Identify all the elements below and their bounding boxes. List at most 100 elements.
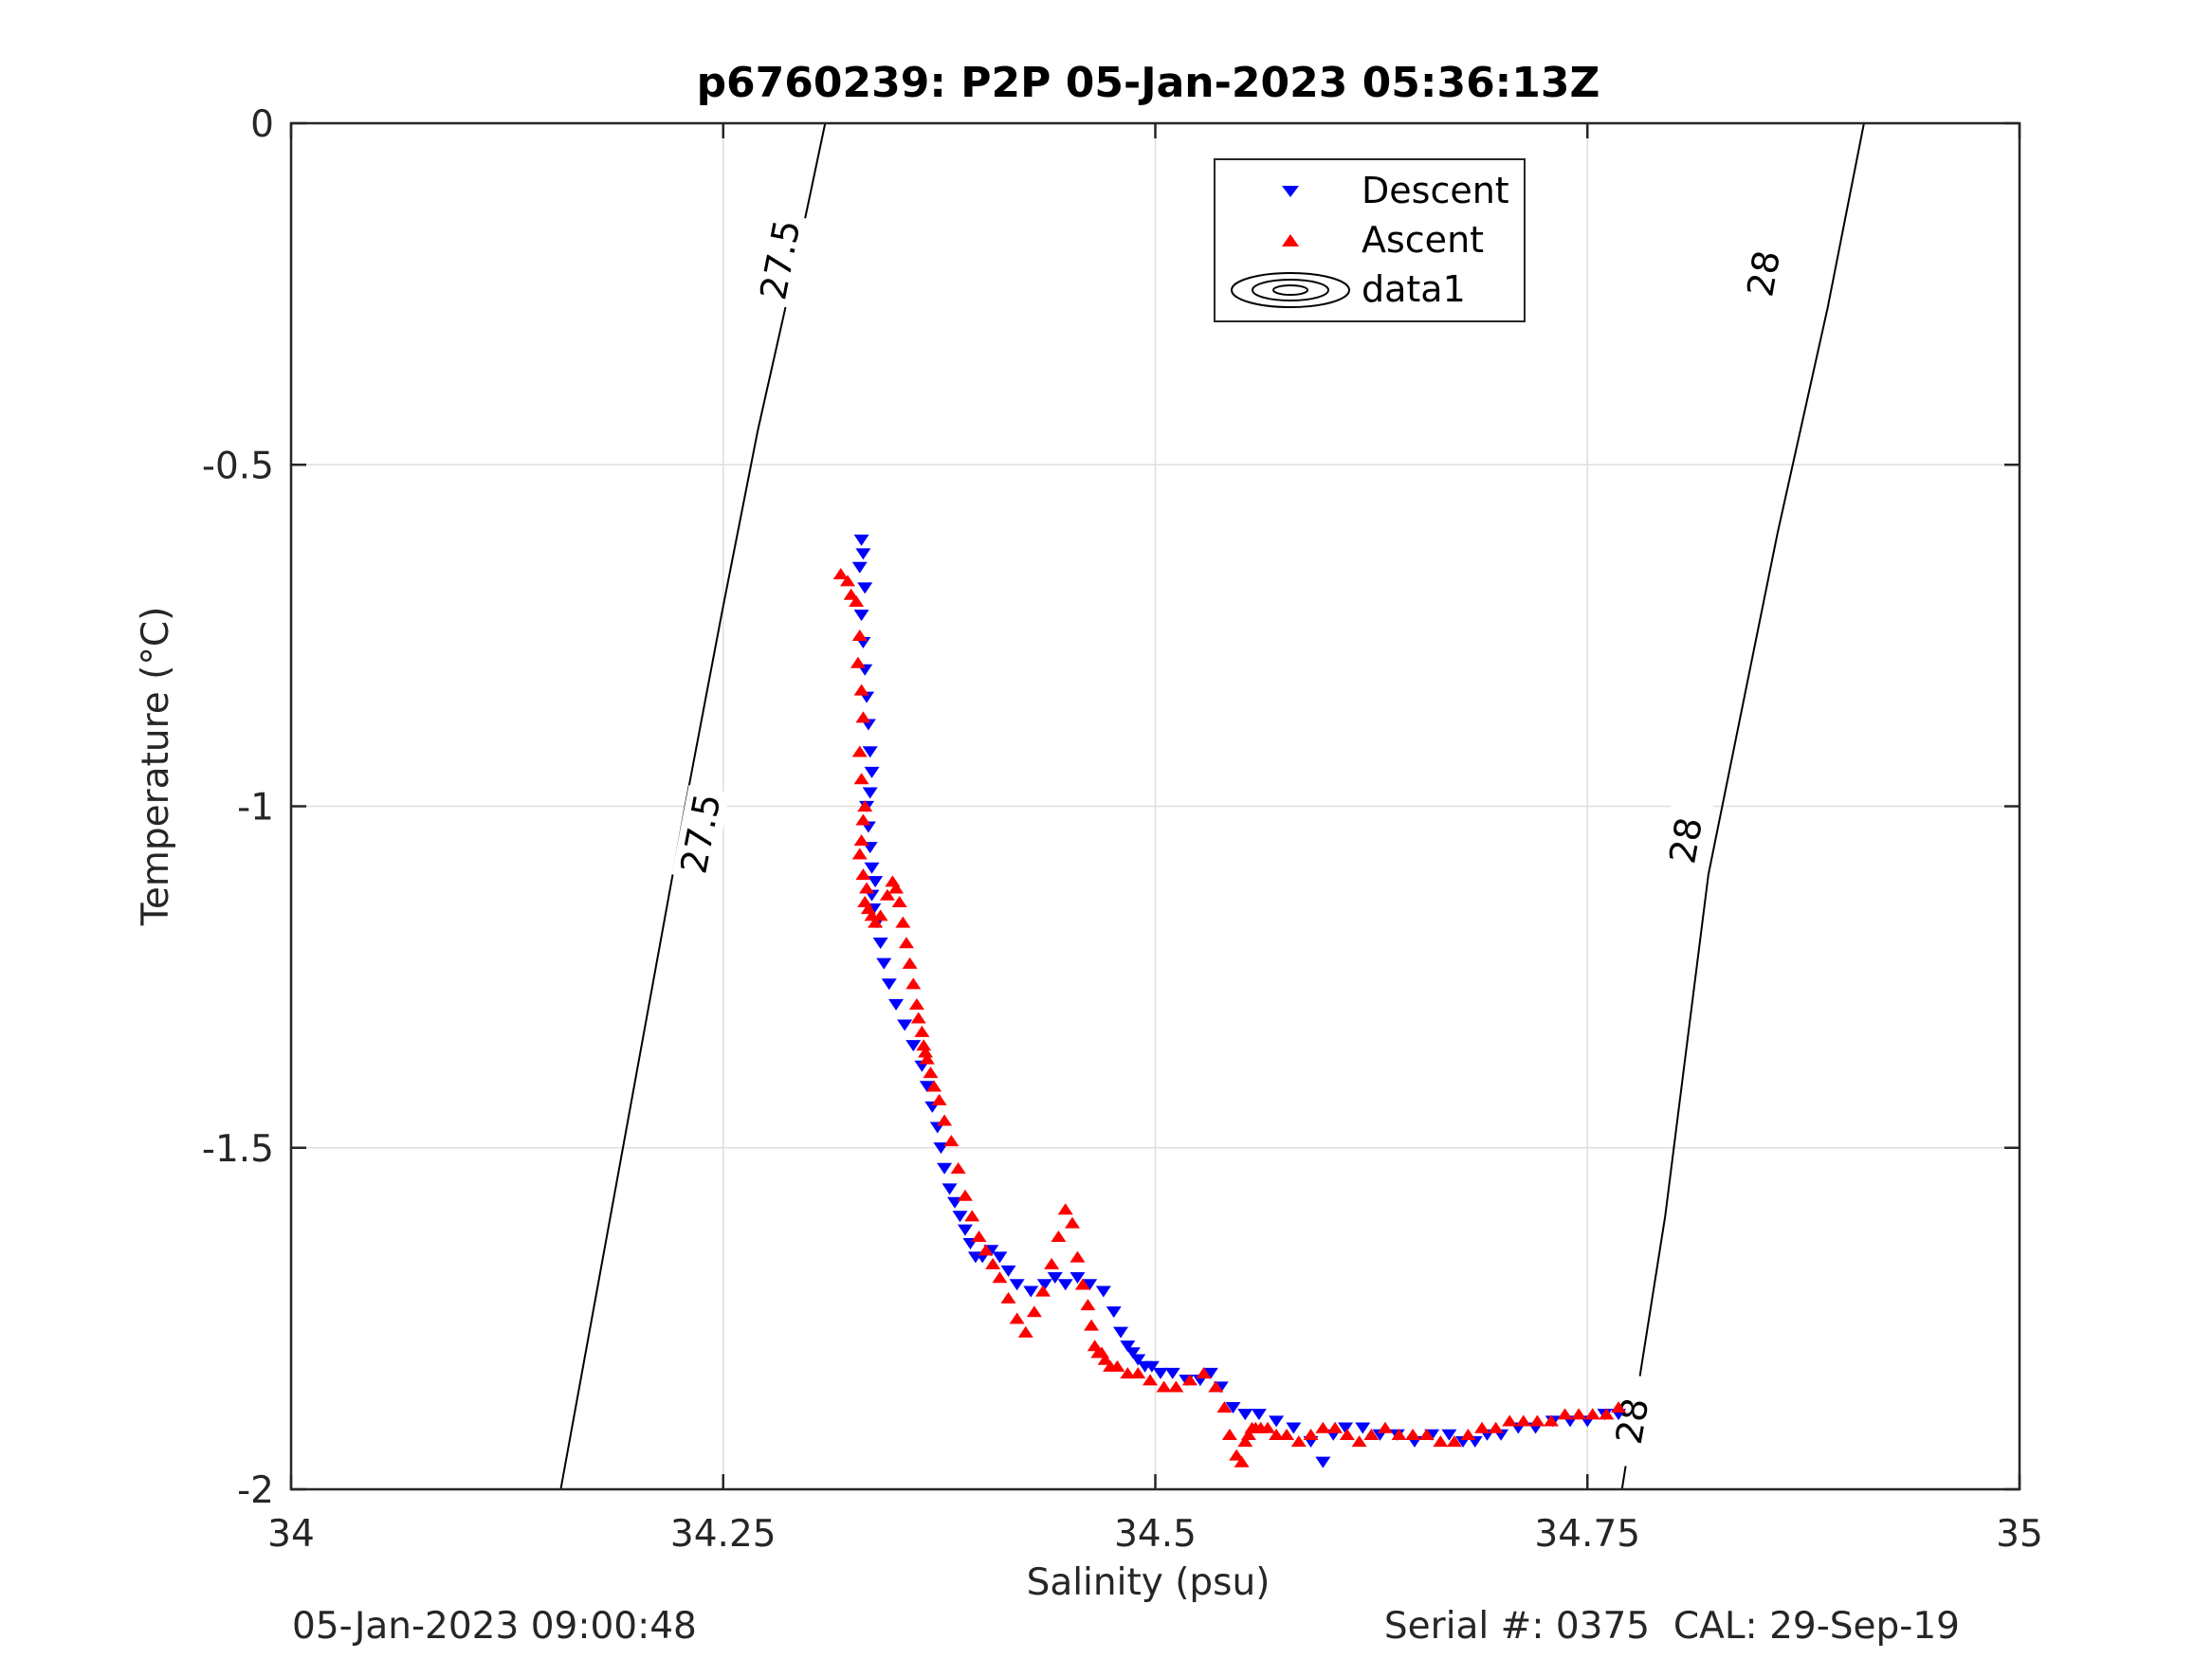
ascent-point: [910, 1012, 926, 1024]
ascent-point: [1064, 1216, 1080, 1229]
ascent-point: [1327, 1421, 1344, 1433]
descent-point: [919, 1081, 935, 1093]
descent-point: [1009, 1279, 1025, 1291]
ascent-point: [1339, 1428, 1355, 1440]
x-tick-label: 34.25: [670, 1513, 777, 1556]
ascent-point: [1168, 1380, 1184, 1393]
y-tick-label: -1.5: [202, 1128, 274, 1171]
descent-point: [1237, 1409, 1253, 1421]
ascent-point: [1044, 1257, 1060, 1269]
descent-point: [1120, 1340, 1136, 1353]
ascent-point: [1584, 1408, 1600, 1420]
ascent-point: [1405, 1428, 1421, 1440]
legend: Descent Ascent data1: [1214, 158, 1526, 322]
descent-point: [1082, 1279, 1098, 1291]
x-tick-label: 34.5: [1114, 1513, 1197, 1556]
ascent-point: [1529, 1414, 1545, 1427]
axis-ticks: 34 34.25 34.5 34.75 35 0 -0.5 -1 -1.5 -2: [202, 103, 2043, 1556]
ascent-point: [851, 629, 868, 641]
descent-point: [872, 938, 888, 949]
descent-point: [1315, 1456, 1331, 1468]
ascent-point: [1599, 1408, 1615, 1420]
contour-label: 28: [1739, 247, 1788, 300]
contour-label: 27.5: [672, 791, 728, 877]
ascent-point: [1474, 1421, 1490, 1433]
contour-label-bg: [1603, 1372, 1661, 1470]
ascent-point: [895, 916, 911, 928]
ascent-point: [943, 1135, 960, 1147]
ascent-point: [853, 684, 869, 696]
descent-point: [864, 862, 880, 874]
descent-point: [992, 1251, 1008, 1264]
ascent-point: [1391, 1428, 1407, 1440]
ascent-point: [1446, 1435, 1462, 1448]
ascent-point: [849, 594, 865, 607]
ascent-point: [840, 574, 856, 587]
series-descent: [851, 534, 1627, 1468]
ascent-point: [843, 588, 859, 600]
ascent-point: [868, 916, 884, 928]
y-tick-label: 0: [250, 103, 274, 146]
ascent-point: [978, 1244, 994, 1256]
descent-point: [1000, 1265, 1016, 1277]
series-ascent: [832, 568, 1627, 1468]
descent-point: [855, 548, 871, 560]
ascent-point: [1351, 1435, 1367, 1448]
y-tick-label: -2: [237, 1469, 274, 1512]
ascent-point: [992, 1271, 1008, 1284]
x-axis-label: Salinity (psu): [1027, 1561, 1271, 1604]
ascent-point: [1234, 1455, 1250, 1468]
descent-point: [941, 1183, 958, 1195]
descent-point: [857, 582, 873, 594]
descent-point: [1023, 1285, 1039, 1298]
ascent-point: [879, 888, 895, 901]
descent-point: [851, 561, 868, 574]
contour-label-bg: [1735, 225, 1793, 322]
ascent-point: [1074, 1278, 1090, 1290]
ascent-point: [1156, 1380, 1172, 1393]
ascent-point: [1279, 1428, 1295, 1440]
ascent-point: [1221, 1428, 1237, 1440]
descent-point: [1113, 1326, 1129, 1339]
descent-point: [1355, 1422, 1371, 1434]
ascent-point: [905, 977, 922, 990]
ascent-point: [985, 1257, 1001, 1269]
ascent-point: [1571, 1408, 1587, 1420]
descent-point: [1095, 1285, 1111, 1298]
ascent-point: [851, 745, 868, 757]
legend-data1-label: data1: [1362, 268, 1466, 310]
ascent-point: [850, 656, 866, 668]
ascent-point: [853, 773, 869, 785]
descent-point: [1202, 1367, 1218, 1379]
descent-point: [1069, 1272, 1086, 1285]
y-tick-label: -0.5: [202, 445, 274, 487]
footer-timestamp: 05-Jan-2023 09:00:48: [292, 1605, 697, 1648]
ascent-point: [1269, 1428, 1285, 1440]
descent-point: [1036, 1279, 1052, 1291]
descent-point: [905, 1040, 922, 1052]
contour-label: 28: [1661, 814, 1710, 866]
ascent-point: [1315, 1421, 1331, 1433]
contour-label-bg: [751, 210, 810, 309]
ascent-point: [898, 937, 914, 949]
ascent-point: [914, 1025, 930, 1037]
contour-label-bg: [1657, 792, 1715, 889]
descent-point: [1441, 1429, 1457, 1441]
descent-point: [1269, 1415, 1285, 1428]
ascent-point: [919, 1052, 935, 1065]
ascent-point: [1084, 1319, 1100, 1331]
ascent-point: [926, 1080, 942, 1092]
ascent-point: [851, 848, 868, 860]
legend-ascent-label: Ascent: [1362, 219, 1484, 261]
ascent-point: [872, 909, 888, 921]
descent-point: [862, 787, 878, 799]
legend-item-descent: Descent: [1282, 170, 1509, 211]
legend-descent-label: Descent: [1362, 170, 1509, 211]
y-tick-label: -1: [237, 787, 274, 830]
contour-label: 28: [1608, 1395, 1657, 1447]
legend-item-ascent: Ascent: [1282, 219, 1484, 261]
contour-line-28: [1620, 122, 1865, 1490]
ascent-point: [1097, 1353, 1113, 1365]
ascent-point: [1229, 1449, 1245, 1461]
descent-point: [1143, 1360, 1160, 1373]
